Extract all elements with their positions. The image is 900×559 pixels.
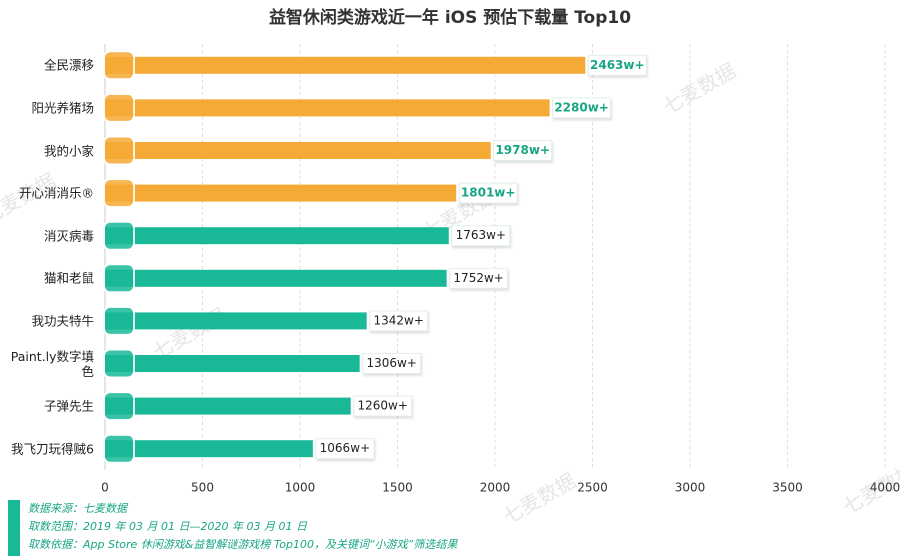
value-label-box <box>369 310 429 332</box>
value-label: 1763w+ <box>456 228 506 242</box>
value-label: 1306w+ <box>366 356 416 370</box>
watermark: 七麦数据 <box>659 58 740 119</box>
x-tick-label: 0 <box>101 481 109 495</box>
value-label-box <box>362 353 422 374</box>
y-tick-label: 我的小家 <box>43 143 94 158</box>
app-icon <box>103 92 135 123</box>
app-icon <box>103 348 135 379</box>
bar <box>105 355 360 372</box>
value-label: 2280w+ <box>554 100 609 114</box>
app-icon <box>103 135 135 166</box>
y-tick-label: 消灭病毒 <box>43 228 94 244</box>
app-icon <box>103 178 135 209</box>
value-label-box <box>552 97 612 119</box>
y-tick-label: 子弹先生 <box>43 398 94 414</box>
chart-title: 益智休闲类游戏近一年 iOS 预估下载量 Top10 <box>269 7 631 28</box>
x-tick-label: 3500 <box>772 481 803 495</box>
watermark: 七麦数据 <box>499 468 580 529</box>
x-tick-label: 1000 <box>285 481 316 495</box>
x-tick-label: 2500 <box>577 481 608 495</box>
value-label: 1752w+ <box>453 271 503 285</box>
bar <box>105 312 367 330</box>
bar <box>105 142 491 159</box>
x-tick-label: 2000 <box>480 481 511 495</box>
y-tick-label: 我飞刀玩得贼6 <box>11 441 94 457</box>
value-label: 1342w+ <box>373 313 423 327</box>
app-icon <box>103 305 135 336</box>
note: 取数范围：2019 年 03 月 01 日—2020 年 03 月 01 日 <box>28 520 308 533</box>
y-tick-label: 猫和老鼠 <box>43 270 94 286</box>
x-tick-label: 1500 <box>382 481 413 495</box>
app-icon <box>103 50 135 81</box>
value-label-box <box>458 182 518 204</box>
app-icon <box>103 263 135 294</box>
x-tick-label: 4000 <box>870 481 900 495</box>
y-tick-label: 我功夫特牛 <box>31 313 94 329</box>
bar <box>105 397 351 415</box>
bar <box>105 56 586 74</box>
bar <box>105 269 447 287</box>
value-label: 1066w+ <box>320 441 370 455</box>
y-tick-label: 开心消消乐® <box>18 185 94 201</box>
value-label-box <box>315 438 375 460</box>
value-label-box <box>449 267 509 289</box>
x-tick-label: 3000 <box>675 481 706 495</box>
value-label-box <box>353 395 413 417</box>
value-label: 2463w+ <box>590 58 645 72</box>
note: 取数依据：App Store 休闲游戏&益智解谜游戏榜 Top100，及关键词“… <box>28 538 458 551</box>
value-label: 1260w+ <box>357 399 407 413</box>
y-tick-label: Paint.ly数字填色 <box>10 348 94 379</box>
app-icon <box>103 433 135 464</box>
x-tick-label: 500 <box>191 481 214 495</box>
value-label: 1978w+ <box>495 143 550 157</box>
value-label-box <box>451 225 511 247</box>
value-label-box <box>587 54 647 76</box>
y-tick-label: 阳光养猪场 <box>31 100 94 116</box>
value-label: 1801w+ <box>461 186 516 200</box>
y-tick-label: 全民漂移 <box>43 57 94 73</box>
note: 数据来源：七麦数据 <box>28 502 129 515</box>
bar <box>105 99 550 117</box>
value-label-box <box>493 140 553 161</box>
app-icon <box>103 220 135 251</box>
bar <box>105 227 449 245</box>
note-bar <box>8 500 20 556</box>
bar <box>105 440 313 458</box>
app-icon <box>103 391 135 422</box>
bar <box>105 184 457 202</box>
